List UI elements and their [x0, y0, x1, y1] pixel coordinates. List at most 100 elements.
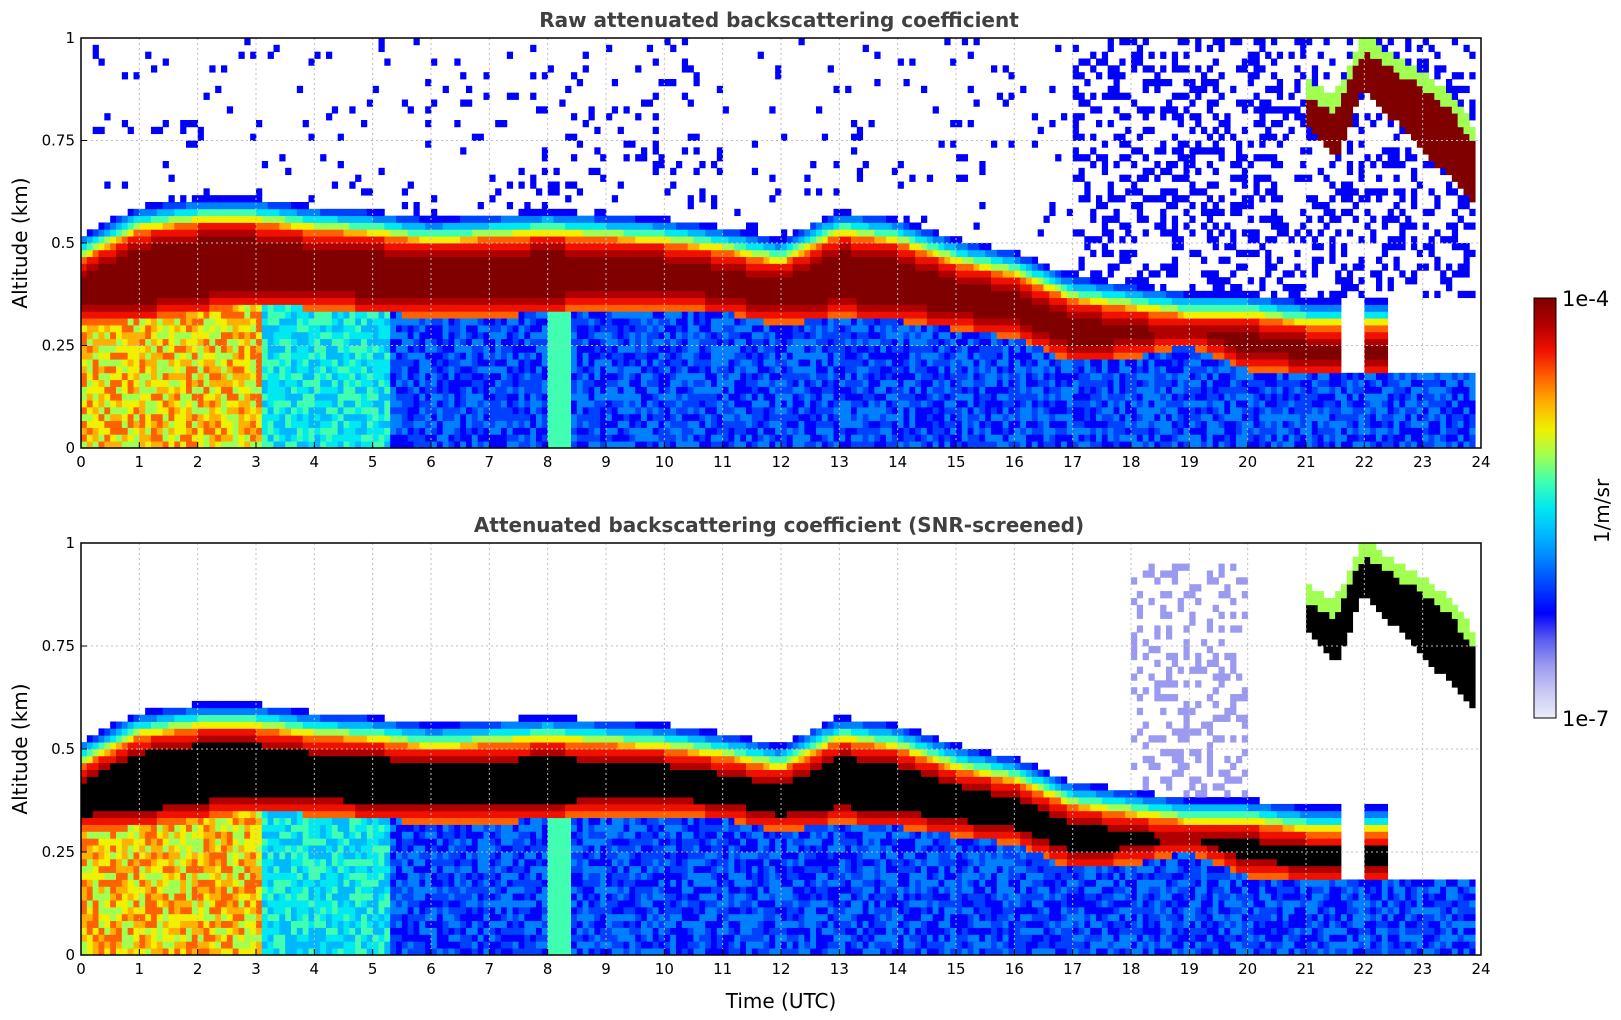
heatmap-cell	[320, 297, 327, 305]
heatmap-cell	[226, 352, 234, 360]
heatmap-cell	[372, 304, 379, 312]
heatmap-cell	[366, 229, 374, 237]
heatmap-cell	[180, 222, 187, 230]
heatmap-cell	[197, 400, 204, 408]
heatmap-cell	[763, 297, 770, 305]
heatmap-cell	[413, 352, 420, 360]
heatmap-cell	[856, 427, 864, 435]
heatmap-cell	[699, 379, 706, 387]
heatmap-cell	[518, 434, 525, 442]
heatmap-cell	[291, 229, 298, 237]
heatmap-cell	[874, 331, 881, 340]
heatmap-cell	[366, 400, 374, 408]
heatmap-cell	[104, 393, 111, 401]
heatmap-cell	[845, 345, 852, 353]
heatmap-cell	[536, 311, 543, 319]
heatmap-cell	[302, 427, 309, 435]
heatmap-cell	[582, 325, 589, 333]
heatmap-cell	[489, 407, 496, 415]
heatmap-cell	[343, 284, 350, 292]
heatmap-cell	[792, 441, 799, 449]
heatmap-cell	[816, 345, 823, 353]
heatmap-cell	[314, 420, 321, 428]
heatmap-cell	[722, 290, 729, 299]
heatmap-cell	[722, 331, 729, 340]
heatmap-cell	[495, 393, 502, 401]
heatmap-cell	[396, 407, 403, 415]
heatmap-cell	[314, 222, 321, 230]
heatmap-cell	[839, 243, 846, 251]
heatmap-cell	[279, 208, 286, 217]
heatmap-cell	[833, 256, 840, 264]
heatmap-cell	[565, 413, 572, 422]
heatmap-cell	[436, 215, 444, 223]
heatmap-cell	[343, 318, 350, 326]
heatmap-cell	[740, 427, 747, 435]
heatmap-cell	[226, 284, 234, 292]
heatmap-cell	[746, 331, 753, 340]
heatmap-cell	[623, 407, 630, 415]
heatmap-cell	[186, 318, 193, 326]
heatmap-cell	[606, 311, 613, 319]
heatmap-cell	[133, 297, 140, 305]
heatmap-cell	[431, 208, 438, 217]
heatmap-cell	[845, 359, 852, 367]
heatmap-cell	[127, 345, 134, 353]
heatmap-cell	[716, 311, 724, 319]
heatmap-cell	[110, 352, 117, 360]
heatmap-cell	[722, 352, 729, 360]
heatmap-cell	[676, 236, 683, 244]
heatmap-cell	[600, 256, 607, 264]
heatmap-cell	[471, 338, 479, 346]
heatmap-cell	[489, 290, 496, 299]
heatmap-cell	[547, 311, 554, 319]
heatmap-cell	[734, 277, 741, 285]
heatmap-cell	[401, 249, 409, 258]
heatmap-cell	[687, 325, 694, 333]
heatmap-cell	[810, 263, 817, 271]
heatmap-cell	[483, 297, 490, 305]
heatmap-cell	[302, 413, 309, 422]
heatmap-cell	[431, 99, 438, 107]
heatmap-cell	[810, 325, 817, 333]
heatmap-cell	[209, 202, 216, 210]
heatmap-cell	[851, 338, 858, 346]
heatmap-cell	[565, 263, 572, 271]
heatmap-cell	[851, 434, 858, 442]
heatmap-cell	[180, 379, 187, 387]
heatmap-cell	[693, 379, 700, 387]
heatmap-cell	[594, 400, 601, 408]
heatmap-cell	[769, 413, 776, 422]
heatmap-cell	[121, 290, 129, 299]
heatmap-cell	[180, 331, 187, 340]
heatmap-cell	[151, 236, 158, 244]
heatmap-cell	[308, 420, 315, 428]
heatmap-cell	[232, 366, 239, 374]
heatmap-cell	[372, 236, 379, 244]
heatmap-cell	[104, 284, 111, 292]
heatmap-cell	[238, 290, 245, 299]
heatmap-cell	[734, 379, 741, 387]
heatmap-cell	[623, 256, 630, 264]
heatmap-cell	[320, 229, 327, 237]
heatmap-cell	[664, 256, 671, 264]
heatmap-cell	[582, 393, 589, 401]
heatmap-cell	[86, 243, 94, 251]
heatmap-cell	[256, 345, 263, 353]
heatmap-cell	[495, 304, 502, 312]
heatmap-cell	[681, 427, 689, 435]
heatmap-cell	[396, 359, 403, 367]
heatmap-cell	[501, 263, 508, 271]
heatmap-cell	[757, 400, 764, 408]
heatmap-cell	[611, 400, 619, 408]
heatmap-cell	[547, 372, 554, 381]
heatmap-cell	[495, 407, 502, 415]
heatmap-cell	[821, 256, 829, 264]
heatmap-cell	[652, 222, 659, 230]
heatmap-cell	[203, 249, 210, 258]
heatmap-cell	[506, 420, 514, 428]
heatmap-cell	[687, 195, 694, 203]
heatmap-cell	[652, 338, 659, 346]
heatmap-cell	[250, 359, 257, 367]
heatmap-cell	[781, 249, 788, 258]
